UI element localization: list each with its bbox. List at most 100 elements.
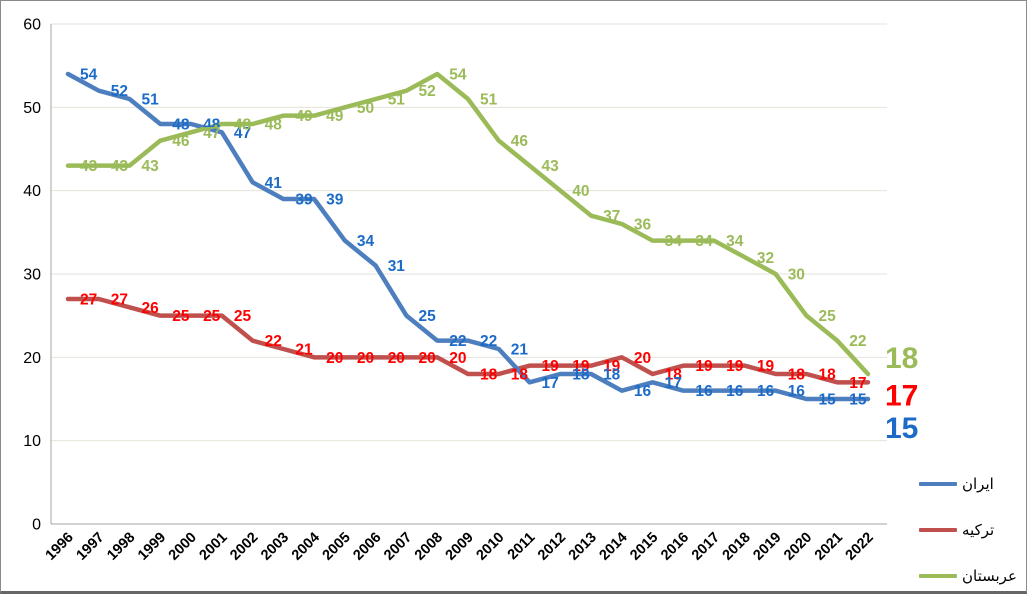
x-tick-label: 2003	[258, 530, 292, 564]
x-tick-label: 2014	[597, 530, 631, 564]
data-label-iran: 22	[449, 333, 466, 350]
data-label-iran: 54	[80, 67, 98, 84]
data-label-turkiye: 19	[572, 358, 590, 375]
data-label-turkiye: 20	[388, 350, 405, 367]
data-label-arabistan: 54	[449, 67, 467, 84]
data-label-turkiye: 19	[726, 358, 744, 375]
data-label-iran: 16	[726, 383, 744, 400]
y-tick-label: 20	[23, 350, 41, 367]
data-label-arabistan: 43	[111, 158, 129, 175]
x-tick-label: 1999	[135, 530, 169, 564]
legend-item-arabistan[interactable]: عربستان	[919, 553, 1021, 591]
data-label-iran: 41	[265, 175, 283, 192]
legend-label-turkiye: تركيه	[962, 521, 995, 539]
data-label-turkiye: 20	[357, 350, 374, 367]
data-label-arabistan: 40	[572, 183, 589, 200]
data-label-iran: 34	[357, 233, 375, 250]
data-label-iran: 18	[572, 367, 590, 384]
data-label-iran: 48	[172, 117, 190, 134]
data-label-turkiye: 19	[542, 358, 560, 375]
gridlines	[51, 23, 887, 442]
data-label-iran: 16	[695, 383, 713, 400]
data-label-arabistan: 47	[203, 125, 220, 142]
data-label-turkiye: 19	[757, 358, 775, 375]
data-label-turkiye: 27	[80, 292, 97, 309]
data-label-turkiye: 22	[265, 333, 282, 350]
turkiye-line-swatch	[919, 528, 957, 532]
arabistan-line-swatch	[919, 574, 957, 578]
legend-label-arabistan: عربستان	[962, 567, 1017, 585]
x-tick-label: 2022	[843, 530, 877, 564]
data-label-iran: 15	[818, 392, 836, 409]
x-tick-label: 2013	[566, 530, 600, 564]
data-label-turkiye: 25	[172, 308, 190, 325]
data-label-arabistan: 30	[788, 267, 805, 284]
data-label-arabistan: 34	[665, 233, 683, 250]
data-label-turkiye: 18	[511, 367, 529, 384]
data-label-iran: 48	[203, 117, 221, 134]
data-label-turkiye: 18	[480, 367, 498, 384]
data-label-arabistan: 49	[295, 108, 313, 125]
y-tick-label: 10	[23, 433, 41, 450]
data-label-arabistan: 48	[234, 117, 252, 134]
chart-legend: ايران تركيه عربستان	[919, 461, 1021, 591]
y-tick-label: 30	[23, 267, 41, 284]
data-label-turkiye: 17	[849, 375, 866, 392]
data-label-iran: 16	[757, 383, 775, 400]
series-line-turkiye	[65, 296, 871, 385]
data-label-arabistan: 37	[603, 208, 620, 225]
series-line-iran	[65, 71, 871, 402]
y-tick-label: 40	[23, 183, 41, 200]
data-label-iran: 18	[603, 367, 621, 384]
data-label-iran: 22	[480, 333, 497, 350]
data-label-turkiye: 20	[449, 350, 466, 367]
data-label-arabistan: 48	[265, 117, 283, 134]
x-tick-label: 2008	[412, 530, 446, 564]
x-tick-label: 2011	[505, 530, 539, 564]
data-label-arabistan: 34	[695, 233, 713, 250]
data-label-iran: 17	[665, 375, 682, 392]
data-label-turkiye: 18	[665, 367, 683, 384]
data-label-arabistan: 46	[172, 133, 190, 150]
data-label-arabistan: 51	[480, 92, 498, 109]
data-label-turkiye: 21	[295, 342, 313, 359]
data-label-turkiye: 20	[326, 350, 343, 367]
legend-item-iran[interactable]: ايران	[919, 461, 1021, 507]
x-tick-label: 2017	[689, 530, 723, 564]
x-tick-label: 2002	[227, 530, 261, 564]
data-label-arabistan: 34	[726, 233, 744, 250]
x-tick-label: 1996	[43, 530, 77, 564]
iran-line-swatch	[919, 482, 957, 486]
legend-item-turkiye[interactable]: تركيه	[919, 507, 1021, 553]
data-label-arabistan: 25	[818, 308, 836, 325]
x-tick-label: 2015	[627, 530, 661, 564]
data-label-arabistan: 22	[849, 333, 866, 350]
data-label-turkiye: 19	[695, 358, 713, 375]
y-axis-tick-labels: 0 10 20 30 40 50 60	[23, 17, 41, 534]
x-tick-label: 1997	[73, 530, 107, 564]
x-tick-label: 2012	[535, 530, 569, 564]
data-label-arabistan: 43	[542, 158, 560, 175]
data-label-iran: 39	[295, 192, 313, 209]
series-line-arabistan	[65, 71, 871, 377]
data-label-iran: 51	[142, 92, 160, 109]
data-label-turkiye: 20	[634, 350, 651, 367]
x-tick-label: 2000	[166, 530, 200, 564]
data-label-turkiye: 20	[418, 350, 435, 367]
data-label-arabistan: 50	[357, 100, 374, 117]
legend-label-iran: ايران	[962, 475, 994, 493]
data-label-iran: 25	[418, 308, 436, 325]
data-label-turkiye: 18	[818, 367, 836, 384]
data-label-turkiye: 25	[203, 308, 221, 325]
x-tick-label: 2020	[781, 530, 815, 564]
final-value-label-arabistan: 18	[885, 342, 918, 375]
data-label-turkiye: 26	[142, 300, 160, 317]
data-label-turkiye: 18	[788, 367, 806, 384]
y-tick-label: 0	[32, 517, 41, 534]
data-label-arabistan: 51	[388, 92, 406, 109]
data-label-iran: 47	[234, 125, 251, 142]
